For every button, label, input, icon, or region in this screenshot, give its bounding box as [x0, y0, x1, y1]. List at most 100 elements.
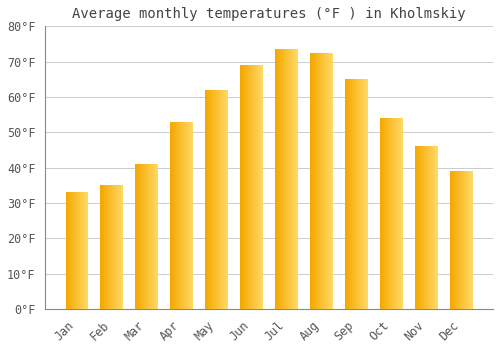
Bar — [137, 164, 138, 309]
Bar — [454, 171, 456, 309]
Bar — [83, 193, 84, 309]
Bar — [387, 118, 388, 309]
Bar — [320, 53, 321, 309]
Bar — [469, 171, 470, 309]
Bar — [152, 164, 153, 309]
Bar — [425, 146, 426, 309]
Bar — [77, 193, 78, 309]
Bar — [142, 164, 143, 309]
Bar — [402, 118, 403, 309]
Bar — [458, 171, 459, 309]
Bar — [419, 146, 420, 309]
Bar — [118, 185, 120, 309]
Bar — [258, 65, 259, 309]
Bar — [221, 90, 222, 309]
Bar — [253, 65, 254, 309]
Bar — [290, 49, 291, 309]
Bar — [452, 171, 453, 309]
Bar — [453, 171, 454, 309]
Bar — [317, 53, 318, 309]
Bar — [222, 90, 224, 309]
Bar — [436, 146, 437, 309]
Bar — [330, 53, 332, 309]
Bar — [355, 79, 356, 309]
Bar — [384, 118, 386, 309]
Bar — [150, 164, 152, 309]
Bar — [156, 164, 158, 309]
Bar — [422, 146, 424, 309]
Bar — [332, 53, 333, 309]
Bar — [182, 122, 183, 309]
Bar — [66, 193, 67, 309]
Bar — [76, 193, 77, 309]
Bar — [242, 65, 244, 309]
Bar — [350, 79, 351, 309]
Bar — [148, 164, 149, 309]
Bar — [365, 79, 366, 309]
Bar — [316, 53, 317, 309]
Bar — [276, 49, 278, 309]
Bar — [226, 90, 228, 309]
Bar — [392, 118, 393, 309]
Bar — [180, 122, 181, 309]
Bar — [456, 171, 457, 309]
Bar — [184, 122, 185, 309]
Bar — [146, 164, 147, 309]
Bar — [117, 185, 118, 309]
Bar — [139, 164, 140, 309]
Bar — [328, 53, 329, 309]
Bar — [424, 146, 425, 309]
Bar — [245, 65, 246, 309]
Bar — [138, 164, 139, 309]
Bar — [174, 122, 175, 309]
Bar — [122, 185, 123, 309]
Bar — [427, 146, 428, 309]
Bar — [206, 90, 207, 309]
Bar — [191, 122, 192, 309]
Bar — [187, 122, 188, 309]
Bar — [312, 53, 313, 309]
Bar — [348, 79, 349, 309]
Bar — [73, 193, 74, 309]
Bar — [297, 49, 298, 309]
Bar — [310, 53, 311, 309]
Bar — [311, 53, 312, 309]
Bar — [398, 118, 399, 309]
Bar — [214, 90, 215, 309]
Bar — [250, 65, 251, 309]
Bar — [393, 118, 394, 309]
Bar — [256, 65, 257, 309]
Bar — [216, 90, 218, 309]
Bar — [101, 185, 102, 309]
Bar — [383, 118, 384, 309]
Bar — [295, 49, 296, 309]
Bar — [433, 146, 434, 309]
Bar — [210, 90, 212, 309]
Bar — [367, 79, 368, 309]
Bar — [257, 65, 258, 309]
Bar — [188, 122, 190, 309]
Bar — [248, 65, 250, 309]
Bar — [352, 79, 354, 309]
Bar — [209, 90, 210, 309]
Bar — [143, 164, 144, 309]
Bar — [212, 90, 213, 309]
Bar — [240, 65, 241, 309]
Bar — [225, 90, 226, 309]
Bar — [389, 118, 390, 309]
Bar — [114, 185, 115, 309]
Bar — [313, 53, 314, 309]
Bar — [381, 118, 382, 309]
Bar — [224, 90, 225, 309]
Bar — [321, 53, 322, 309]
Bar — [112, 185, 114, 309]
Bar — [68, 193, 70, 309]
Bar — [463, 171, 464, 309]
Bar — [399, 118, 400, 309]
Bar — [172, 122, 174, 309]
Bar — [470, 171, 471, 309]
Bar — [171, 122, 172, 309]
Bar — [466, 171, 468, 309]
Bar — [213, 90, 214, 309]
Bar — [177, 122, 178, 309]
